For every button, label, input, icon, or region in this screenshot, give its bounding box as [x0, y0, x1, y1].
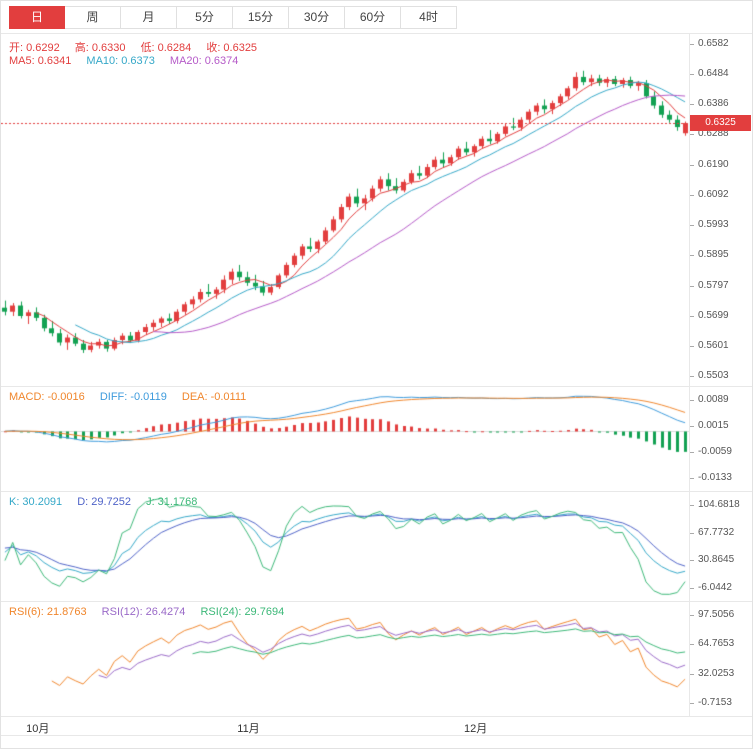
ma20-value: MA20: 0.6374 [169, 55, 239, 67]
month-label-november: 11月 [237, 723, 260, 735]
price-axis-label: 0.5601 [690, 340, 752, 352]
month-label-december: 12月 [464, 723, 488, 735]
kdj-legend: K: 30.2091 D: 29.7252 J: 31.1768 [9, 496, 209, 508]
rsi24-value: RSI(24): 29.7694 [200, 606, 285, 618]
rsi-canvas[interactable] [1, 602, 689, 716]
period-tab-15min[interactable]: 15分 [233, 5, 289, 29]
rsi-panel: RSI(6): 21.8763 RSI(12): 26.4274 RSI(24): 2… [1, 601, 752, 716]
ma10-value: MA10: 0.6373 [86, 55, 155, 67]
macd-legend: MACD: -0.0016 DIFF: -0.0119 DEA: -0.0111 [9, 391, 258, 403]
kdj-axis-label: -6.0442 [690, 582, 752, 594]
period-toolbar: 日 周 月 5分 15分 30分 60分 4时 [1, 1, 752, 34]
time-axis: 10月 11月 12月 [1, 716, 752, 736]
period-tab-60min[interactable]: 60分 [345, 5, 401, 29]
period-tab-4hour[interactable]: 4时 [401, 5, 457, 29]
macd-value: MACD: -0.0016 [9, 391, 85, 403]
ohlc-close: 收: 0.6325 [206, 42, 258, 54]
period-tab-5min[interactable]: 5分 [177, 5, 233, 29]
rsi12-value: RSI(12): 26.4274 [101, 606, 186, 618]
macd-axis-label: -0.0133 [690, 472, 752, 484]
ma5-value: MA5: 0.6341 [9, 55, 72, 67]
ohlc-high: 高: 0.6330 [74, 42, 126, 54]
j-value: J: 31.1768 [146, 496, 198, 508]
kdj-axis: 104.6818 67.7732 30.8645 -6.0442 [689, 492, 752, 601]
rsi-legend: RSI(6): 21.8763 RSI(12): 26.4274 RSI(24): 2… [9, 606, 296, 618]
macd-canvas[interactable] [1, 387, 689, 491]
rsi-axis: 97.5056 64.7653 32.0253 -0.7153 [689, 602, 752, 716]
price-axis-label: 0.6484 [690, 68, 752, 80]
period-tab-day[interactable]: 日 [9, 5, 65, 29]
rsi-axis-label: 97.5056 [690, 609, 752, 621]
kdj-axis-label: 67.7732 [690, 527, 752, 539]
price-axis-label: 0.6386 [690, 98, 752, 110]
ohlc-low: 低: 0.6284 [140, 42, 192, 54]
ma-legend: MA5: 0.6341 MA10: 0.6373 MA20: 0.6374 [9, 55, 250, 67]
period-tab-month[interactable]: 月 [121, 5, 177, 29]
rsi-axis-label: 32.0253 [690, 668, 752, 680]
price-axis-label: 0.5797 [690, 280, 752, 292]
macd-axis: 0.0089 0.0015 -0.0059 -0.0133 [689, 387, 752, 491]
month-label-october: 10月 [26, 723, 50, 735]
price-axis-label: 0.5895 [690, 249, 752, 261]
d-value: D: 29.7252 [77, 496, 131, 508]
candlestick-panel: 开: 0.6292 高: 0.6330 低: 0.6284 收: 0.6325 MA5:… [1, 34, 752, 386]
price-axis-label: 0.6582 [690, 38, 752, 50]
kdj-axis-label: 104.6818 [690, 499, 752, 511]
period-tab-week[interactable]: 周 [65, 5, 121, 29]
candlestick-canvas[interactable] [1, 34, 689, 386]
dea-value: DEA: -0.0111 [181, 391, 247, 403]
kdj-axis-label: 30.8645 [690, 554, 752, 566]
price-axis-label: 0.6092 [690, 189, 752, 201]
price-axis-label: 0.5993 [690, 219, 752, 231]
price-axis-label: 0.6288 [690, 128, 752, 140]
ohlc-legend: 开: 0.6292 高: 0.6330 低: 0.6284 收: 0.6325 [9, 39, 269, 55]
macd-axis-label: 0.0089 [690, 394, 752, 406]
period-tab-30min[interactable]: 30分 [289, 5, 345, 29]
price-axis-label: 0.5503 [690, 370, 752, 382]
price-axis-label: 0.5699 [690, 310, 752, 322]
current-price-tag: 0.6325 [690, 115, 751, 132]
macd-axis-label: 0.0015 [690, 420, 752, 432]
rsi6-value: RSI(6): 21.8763 [9, 606, 87, 618]
price-axis-label: 0.6190 [690, 159, 752, 171]
diff-value: DIFF: -0.0119 [99, 391, 167, 403]
macd-panel: MACD: -0.0016 DIFF: -0.0119 DEA: -0.0111 0.… [1, 386, 752, 491]
k-value: K: 30.2091 [9, 496, 63, 508]
rsi-axis-label: -0.7153 [690, 697, 752, 709]
rsi-axis-label: 64.7653 [690, 638, 752, 650]
macd-axis-label: -0.0059 [690, 446, 752, 458]
price-axis: 0.6325 0.6582 0.6484 0.6386 0.6288 0.6190 0.6… [689, 34, 752, 386]
kdj-canvas[interactable] [1, 492, 689, 601]
kdj-panel: K: 30.2091 D: 29.7252 J: 31.1768 104.6818 67… [1, 491, 752, 601]
ohlc-open: 开: 0.6292 [9, 42, 60, 54]
